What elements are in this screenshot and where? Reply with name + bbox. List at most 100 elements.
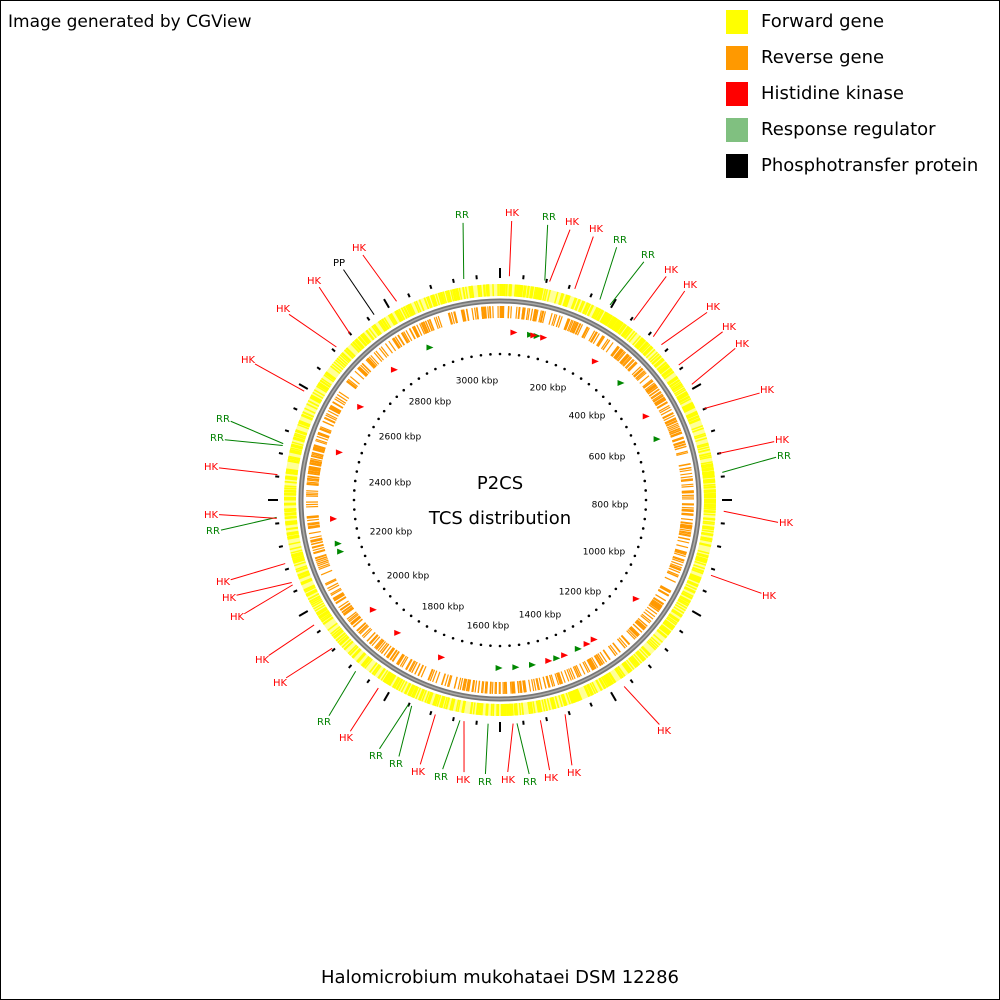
legend-label: Forward gene xyxy=(761,11,884,32)
feature-label: HK xyxy=(276,304,291,315)
forward-gene xyxy=(285,470,298,474)
scale-dot xyxy=(601,395,605,399)
forward-gene xyxy=(634,337,644,348)
feature-line xyxy=(508,220,513,277)
forward-gene xyxy=(288,541,301,546)
reverse-gene xyxy=(657,589,669,597)
scale-dot xyxy=(644,489,647,492)
scale-label: 1600 kbp xyxy=(467,622,510,632)
feature-line xyxy=(723,510,779,523)
forward-gene xyxy=(677,599,689,607)
reverse-gene xyxy=(309,460,322,465)
reverse-gene xyxy=(621,634,631,645)
reverse-gene xyxy=(618,637,628,648)
reverse-gene xyxy=(609,644,618,655)
reverse-gene xyxy=(379,642,388,653)
forward-gene xyxy=(643,346,653,356)
forward-gene xyxy=(515,703,519,716)
reverse-gene xyxy=(612,642,621,653)
reverse-gene xyxy=(306,481,319,484)
forward-gene xyxy=(303,584,315,591)
feature-label: RR xyxy=(455,210,469,221)
forward-gene xyxy=(405,305,412,317)
forward-gene xyxy=(612,320,621,331)
forward-gene xyxy=(658,364,670,374)
forward-gene xyxy=(602,313,611,325)
reverse-gene xyxy=(662,411,674,419)
reverse-gene xyxy=(554,673,560,686)
reverse-gene xyxy=(346,380,357,390)
forward-gene xyxy=(445,697,450,710)
forward-gene xyxy=(442,291,448,304)
reverse-gene xyxy=(324,578,337,585)
forward-gene xyxy=(703,486,716,489)
forward-gene xyxy=(591,681,599,694)
forward-gene xyxy=(653,358,664,368)
reverse-gene xyxy=(306,490,319,492)
forward-gene xyxy=(298,573,311,580)
reverse-gene xyxy=(532,309,536,322)
reverse-gene xyxy=(582,661,589,674)
forward-gene xyxy=(584,685,591,697)
forward-gene xyxy=(453,288,458,301)
reverse-gene xyxy=(483,306,486,319)
reverse-gene xyxy=(394,336,403,348)
forward-gene xyxy=(599,311,607,323)
feature-marker xyxy=(540,334,548,341)
reverse-gene xyxy=(317,432,330,438)
forward-gene xyxy=(378,668,386,680)
scale-dot xyxy=(641,527,645,530)
reverse-gene xyxy=(637,617,648,627)
forward-gene xyxy=(368,327,377,339)
reverse-gene xyxy=(644,382,655,391)
forward-gene xyxy=(587,304,595,317)
forward-gene xyxy=(693,564,706,570)
reverse-gene xyxy=(332,401,344,409)
forward-gene xyxy=(698,448,711,454)
reverse-gene xyxy=(627,361,637,371)
feature-marker xyxy=(574,645,582,652)
reverse-gene xyxy=(341,605,353,614)
forward-gene xyxy=(304,586,316,593)
forward-gene xyxy=(287,534,300,539)
reverse-gene xyxy=(391,338,400,349)
reverse-gene xyxy=(308,468,321,472)
feature-label: RR xyxy=(317,717,331,728)
feature-line xyxy=(574,236,594,290)
forward-gene xyxy=(594,308,602,320)
forward-gene xyxy=(586,684,593,696)
feature-label: RR xyxy=(206,526,220,537)
forward-gene xyxy=(338,355,349,365)
forward-gene xyxy=(285,476,298,480)
forward-gene xyxy=(688,577,700,584)
reverse-gene xyxy=(608,645,617,657)
forward-gene xyxy=(381,318,390,330)
forward-gene xyxy=(654,359,665,369)
forward-gene xyxy=(564,295,570,307)
forward-gene xyxy=(621,326,631,338)
scale-dot xyxy=(643,479,647,483)
feature-label: HK xyxy=(204,510,219,521)
feature-label: HK xyxy=(411,767,426,778)
reverse-gene xyxy=(316,435,329,441)
feature-line xyxy=(609,261,645,306)
feature-line xyxy=(230,420,284,445)
reverse-gene xyxy=(630,626,640,636)
reverse-gene xyxy=(461,309,466,322)
feature-line xyxy=(254,363,305,392)
forward-gene xyxy=(284,485,297,488)
forward-gene xyxy=(284,510,297,513)
forward-gene xyxy=(351,341,362,352)
forward-gene xyxy=(371,325,380,337)
reverse-gene xyxy=(377,641,386,652)
forward-gene xyxy=(425,296,432,309)
reverse-gene xyxy=(522,307,526,320)
reverse-gene xyxy=(308,530,321,535)
forward-gene xyxy=(703,509,716,513)
feature-marker xyxy=(390,366,398,373)
reverse-gene xyxy=(674,443,686,448)
scale-dot xyxy=(508,644,511,647)
reverse-gene xyxy=(328,407,340,415)
reverse-gene xyxy=(366,358,376,369)
forward-gene xyxy=(601,676,609,688)
